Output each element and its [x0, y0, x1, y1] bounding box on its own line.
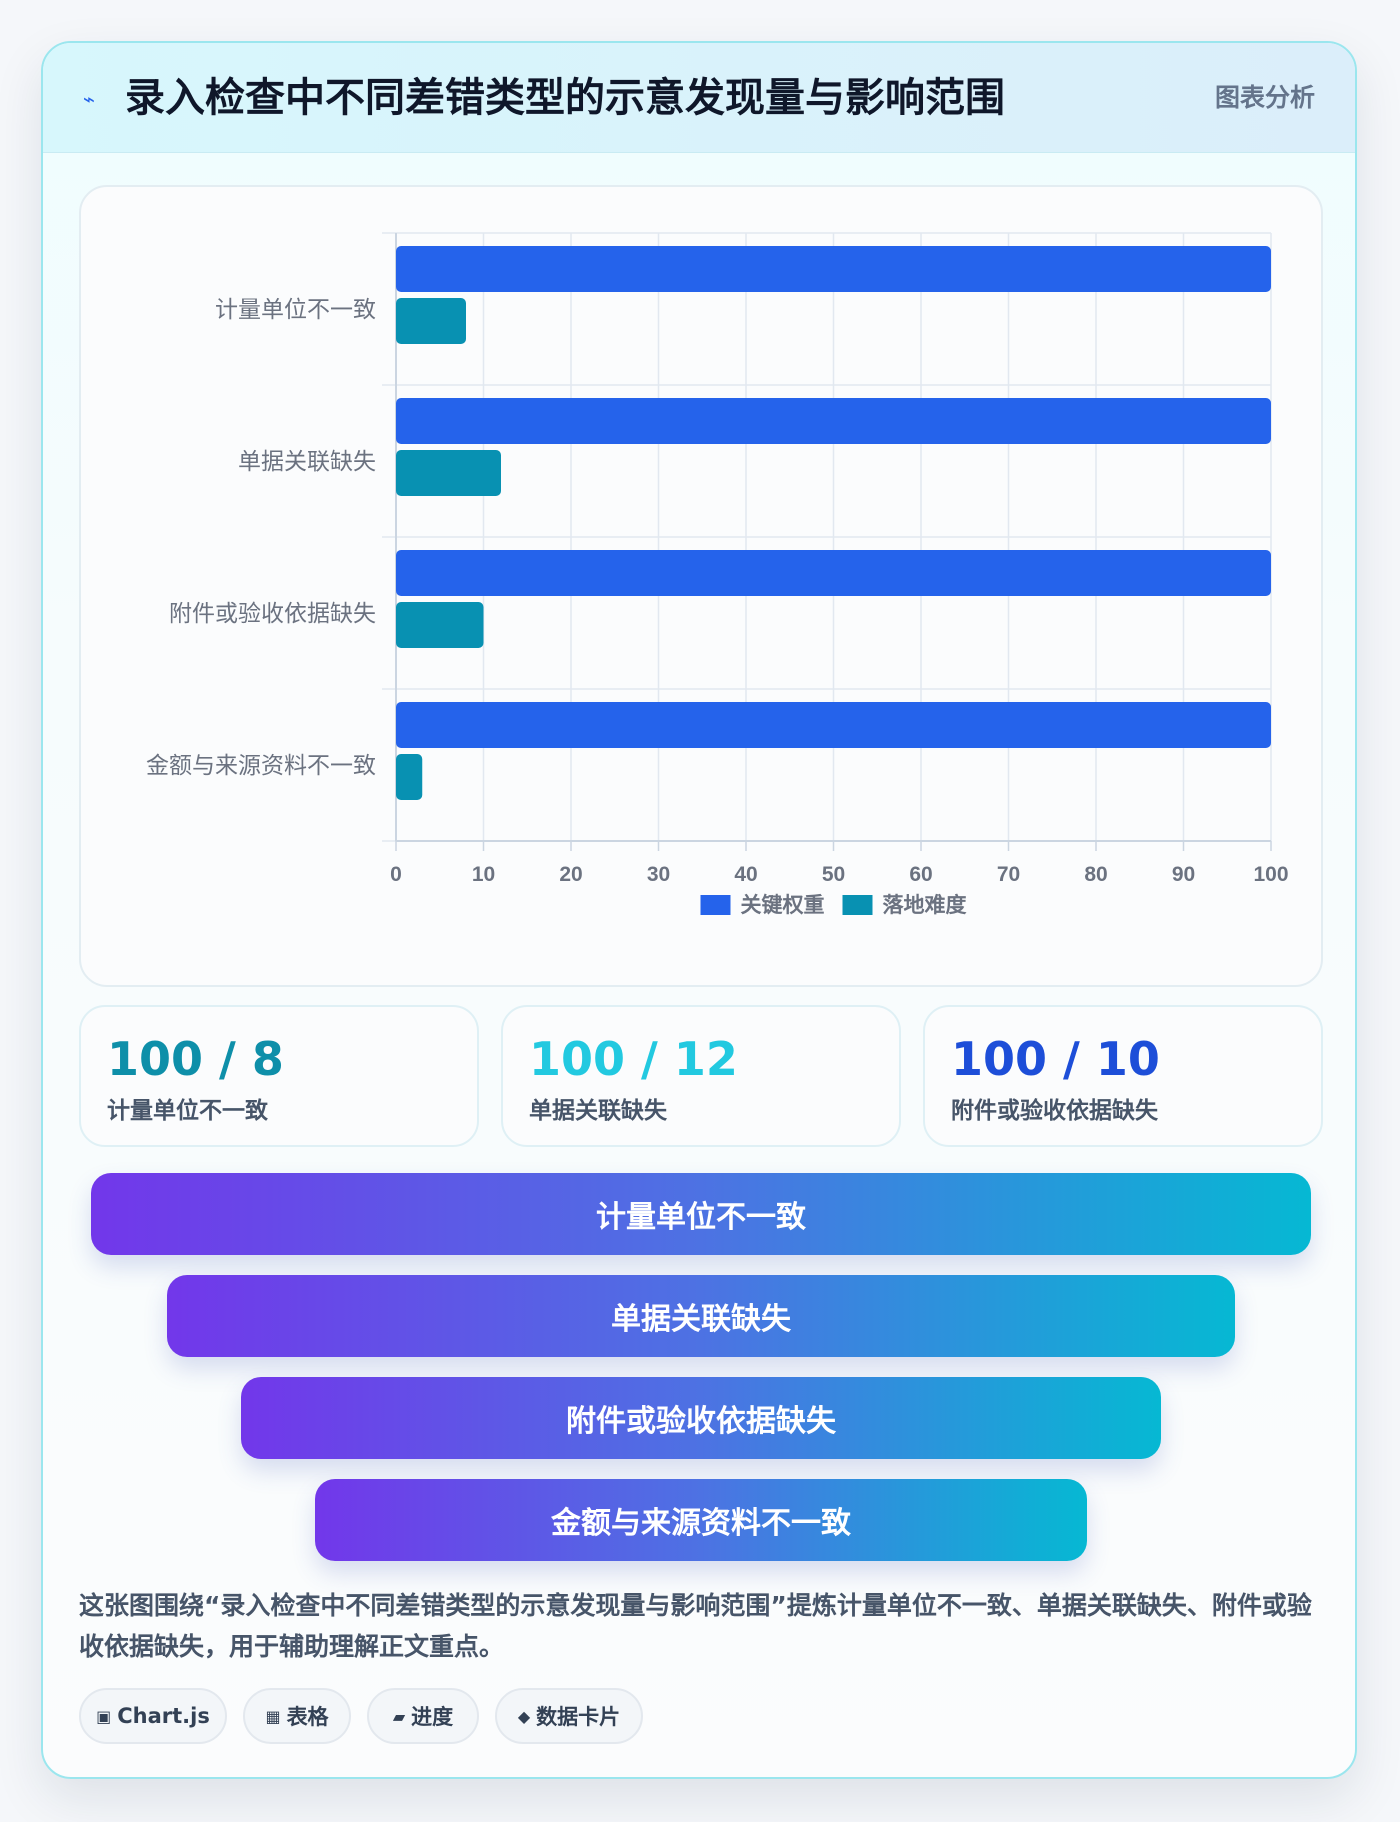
tag-data-card[interactable]: ◆ 数据卡片 — [495, 1688, 643, 1744]
page-title: 录入检查中不同差错类型的示意发现量与影响范围 — [125, 75, 1005, 121]
tag-chartjs[interactable]: ▣ Chart.js — [79, 1688, 227, 1744]
funnel-step-4: 金额与来源资料不一致 — [315, 1479, 1087, 1561]
x-tick-label: 10 — [472, 863, 495, 886]
bar-difficulty — [396, 298, 466, 344]
stat-value: 100 / 8 — [107, 1032, 284, 1086]
tag-progress[interactable]: ▰ 进度 — [367, 1688, 479, 1744]
stat-value: 100 / 12 — [529, 1032, 738, 1086]
table-icon: ▦ — [265, 1706, 281, 1726]
legend-swatch — [842, 895, 873, 915]
y-tick-label: 计量单位不一致 — [215, 296, 376, 322]
x-tick-label: 40 — [734, 863, 757, 886]
bar-difficulty — [396, 450, 501, 496]
tag-label: 数据卡片 — [536, 1705, 621, 1729]
chart-icon: ▣ — [96, 1706, 112, 1726]
chart-card: ⌁ 录入检查中不同差错类型的示意发现量与影响范围 图表分析 计量单位不一致 单据关… — [41, 41, 1357, 1779]
y-tick-label: 附件或验收依据缺失 — [169, 600, 376, 626]
x-tick-label: 60 — [909, 863, 932, 886]
tag-label: Chart.js — [117, 1704, 210, 1728]
stat-card-1: 100 / 8 计量单位不一致 — [79, 1005, 479, 1147]
header-tag: 图表分析 — [1214, 83, 1315, 112]
funnel-step-1: 计量单位不一致 — [91, 1173, 1311, 1255]
y-tick-label: 金额与来源资料不一致 — [146, 752, 376, 778]
legend-label: 关键权重 — [741, 893, 825, 917]
x-tick-label: 0 — [390, 863, 402, 886]
x-tick-label: 90 — [1172, 863, 1195, 886]
stat-label: 计量单位不一致 — [107, 1098, 268, 1124]
chart-panel: 计量单位不一致单据关联缺失附件或验收依据缺失金额与来源资料不一致 0 10 20 30 4… — [79, 185, 1323, 987]
x-tick-label: 30 — [647, 863, 670, 886]
progress-icon: ▰ — [392, 1706, 406, 1726]
tag-label: 进度 — [411, 1705, 454, 1729]
x-tick-label: 70 — [997, 863, 1020, 886]
bar-key-weight — [396, 702, 1271, 748]
tag-table[interactable]: ▦ 表格 — [243, 1688, 351, 1744]
x-tick-label: 20 — [559, 863, 582, 886]
stat-card-2: 100 / 12 单据关联缺失 — [501, 1005, 901, 1147]
legend-label: 落地难度 — [883, 893, 967, 917]
tag-label: 表格 — [286, 1705, 329, 1729]
funnel-step-2: 单据关联缺失 — [167, 1275, 1235, 1357]
bar-key-weight — [396, 398, 1271, 444]
lightning-icon: ⌁ — [83, 87, 96, 111]
bar-key-weight — [396, 246, 1271, 292]
y-tick-label: 单据关联缺失 — [238, 448, 376, 474]
x-tick-label: 100 — [1253, 863, 1288, 886]
x-tick-label: 50 — [822, 863, 845, 886]
stat-label: 单据关联缺失 — [529, 1098, 667, 1124]
bar-key-weight — [396, 550, 1271, 596]
card-header: ⌁ 录入检查中不同差错类型的示意发现量与影响范围 图表分析 — [43, 43, 1355, 153]
bar-difficulty — [396, 754, 423, 800]
x-tick-label: 80 — [1084, 863, 1107, 886]
summary-text: 这张图围绕“录入检查中不同差错类型的示意发现量与影响范围”提炼计量单位不一致、单… — [79, 1591, 1312, 1661]
stat-value: 100 / 10 — [951, 1032, 1160, 1086]
data-card-icon: ◆ — [517, 1706, 531, 1726]
stat-label: 附件或验收依据缺失 — [951, 1098, 1158, 1124]
legend-swatch — [700, 895, 731, 915]
stat-card-3: 100 / 10 附件或验收依据缺失 — [923, 1005, 1323, 1147]
funnel-step-3: 附件或验收依据缺失 — [241, 1377, 1161, 1459]
bar-difficulty — [396, 602, 484, 648]
